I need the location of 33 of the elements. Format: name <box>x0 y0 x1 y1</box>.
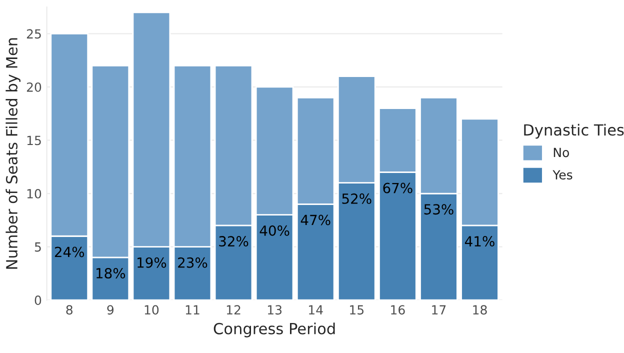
annotation: 32% <box>219 236 248 247</box>
annotation: 47% <box>300 214 330 226</box>
annotation: 24% <box>54 246 84 258</box>
x-tick-label: 13 <box>268 305 282 315</box>
x-tick-label: 11 <box>186 305 200 314</box>
y-tick-label: 25 <box>26 29 41 39</box>
y-tick-label: 0 <box>34 296 42 305</box>
x-tick-label: 15 <box>350 305 364 315</box>
annotation: 52% <box>342 193 372 204</box>
x-tick-label: 14 <box>309 305 323 314</box>
x-tick-label: 10 <box>144 305 159 315</box>
x-tick-label: 17 <box>432 305 446 314</box>
annotation: 40% <box>260 225 290 236</box>
legend-label: No <box>554 148 569 158</box>
legend-title: Dynastic Ties <box>524 124 624 139</box>
annotation: 53% <box>424 204 454 215</box>
y-tick-label: 5 <box>34 242 41 252</box>
y-tick-label: 20 <box>26 82 42 92</box>
annotation: 41% <box>464 236 494 247</box>
y-axis-title: Number of Seats Filled by Men <box>6 38 20 269</box>
y-tick-label: 10 <box>27 188 42 198</box>
legend-label: Yes <box>552 170 572 180</box>
annotation: 23% <box>178 257 208 268</box>
annotation: 67% <box>383 182 412 194</box>
x-tick-label: 8 <box>66 305 72 315</box>
annotation: 19% <box>138 257 166 268</box>
x-tick-label: 9 <box>107 305 114 315</box>
annotation: 18% <box>96 268 126 279</box>
x-tick-label: 12 <box>226 305 240 314</box>
x-tick-label: 18 <box>473 305 487 315</box>
x-axis-title: Congress Period <box>214 322 335 338</box>
y-tick-label: 15 <box>27 136 41 146</box>
x-tick-label: 16 <box>391 305 405 315</box>
